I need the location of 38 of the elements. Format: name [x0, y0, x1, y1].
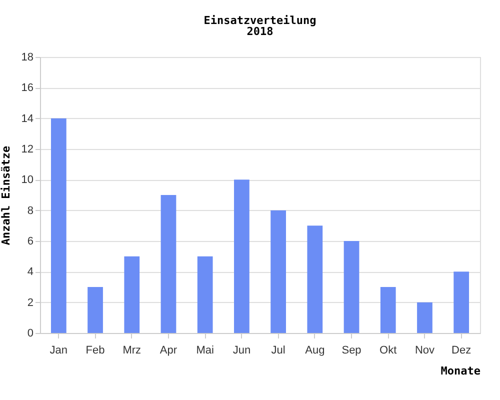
chart-subtitle: 2018 [246, 25, 274, 38]
bar [124, 256, 140, 333]
x-tick-label: Apr [160, 344, 178, 356]
bar [88, 287, 103, 333]
bar [234, 180, 250, 333]
x-tick-label: Jun [232, 344, 251, 356]
x-tick-label: Nov [414, 344, 436, 356]
y-tick-label: 14 [21, 112, 34, 125]
y-tick-label: 6 [27, 236, 34, 248]
bar [380, 287, 396, 333]
bar [454, 272, 470, 333]
x-tick-label: Mrz [122, 344, 142, 356]
x-tick-label: Mai [196, 344, 214, 356]
x-tick-label: Okt [380, 344, 397, 356]
x-tick-label: Jul [271, 344, 286, 356]
x-tick-label: Feb [86, 344, 105, 356]
x-tick-label: Aug [305, 344, 325, 356]
y-tick-label: 4 [27, 266, 34, 278]
bar [50, 118, 66, 333]
x-tick-label: Jan [50, 344, 68, 356]
bar [160, 195, 176, 333]
y-tick-label: 10 [21, 174, 34, 186]
y-tick-label: 18 [21, 52, 34, 64]
y-tick-label: 2 [27, 296, 34, 309]
y-tick-label: 16 [21, 82, 34, 94]
chart-title: Einsatzverteilung [204, 14, 316, 27]
bar [270, 210, 286, 333]
y-tick-label: 0 [27, 328, 34, 340]
y-tick-label: 8 [27, 204, 34, 217]
x-tick-label: Dez [452, 344, 472, 356]
y-axis-title: Anzahl Einsätze [0, 145, 12, 246]
bar [197, 256, 213, 333]
x-tick-label: Sep [342, 344, 362, 356]
bar [417, 302, 432, 333]
bar [307, 226, 323, 333]
y-tick-label: 12 [21, 144, 34, 156]
x-axis-title: Monate [440, 364, 481, 378]
bar [344, 241, 360, 333]
